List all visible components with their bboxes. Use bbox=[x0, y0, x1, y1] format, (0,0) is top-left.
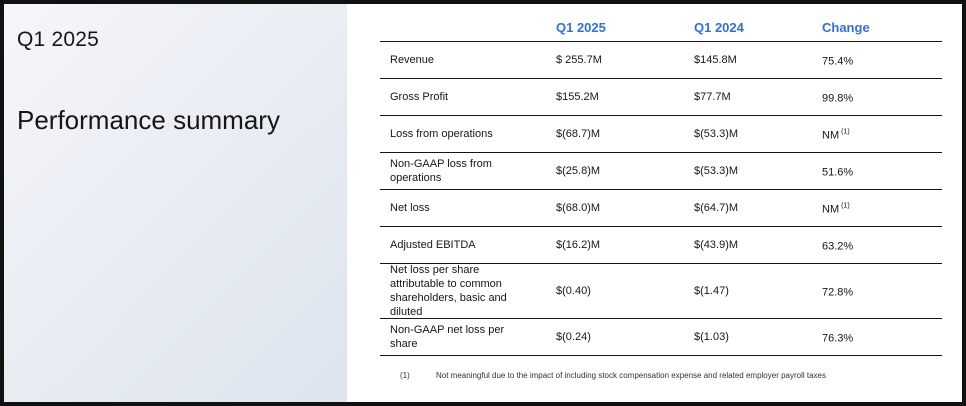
change-text: 75.4% bbox=[822, 55, 854, 68]
value-q1-2024: $(43.9)M bbox=[694, 239, 739, 251]
value-change: 76.3% bbox=[822, 329, 855, 346]
table-row: Non-GAAP net loss per share $(0.24) $(1.… bbox=[380, 319, 942, 356]
quarter-label: Q1 2025 bbox=[17, 28, 99, 51]
value-change: 72.8% bbox=[822, 283, 855, 300]
table-row: Net loss $(68.0)M $(64.7)M NM (1) bbox=[380, 190, 942, 227]
change-text: NM bbox=[822, 203, 840, 216]
value-q1-2024: $(53.3)M bbox=[694, 128, 739, 140]
column-header-change: Change bbox=[822, 20, 870, 35]
value-q1-2024: $(64.7)M bbox=[694, 202, 739, 214]
page-title: Performance summary bbox=[17, 105, 280, 135]
value-change: 51.6% bbox=[822, 163, 855, 180]
value-q1-2024: $77.7M bbox=[694, 91, 731, 103]
value-q1-2025: $(25.8)M bbox=[556, 165, 601, 177]
row-label: Net loss per share attributable to commo… bbox=[390, 264, 507, 318]
value-change: 99.8% bbox=[822, 89, 855, 106]
value-q1-2024: $(1.47) bbox=[694, 285, 729, 297]
value-q1-2025: $(0.24) bbox=[556, 331, 591, 343]
value-q1-2025: $(0.40) bbox=[556, 285, 591, 297]
footnote-marker: (1) bbox=[841, 128, 850, 136]
column-header-q1-2025: Q1 2025 bbox=[556, 20, 606, 35]
table-row: Net loss per share attributable to commo… bbox=[380, 264, 942, 319]
value-q1-2024: $(1.03) bbox=[694, 331, 729, 343]
change-text: 63.2% bbox=[822, 240, 854, 253]
table-row: Revenue $ 255.7M $145.8M 75.4% bbox=[380, 42, 942, 79]
value-change: 75.4% bbox=[822, 52, 855, 69]
value-q1-2025: $(16.2)M bbox=[556, 239, 601, 251]
row-label: Revenue bbox=[390, 54, 435, 66]
performance-table: Q1 2025 Q1 2024 Change Revenue $ 255.7M … bbox=[380, 4, 942, 356]
row-label: Loss from operations bbox=[390, 128, 493, 140]
table-row: Non-GAAP loss from operations $(25.8)M $… bbox=[380, 153, 942, 190]
footnote-text: Not meaningful due to the impact of incl… bbox=[436, 371, 827, 380]
value-q1-2025: $155.2M bbox=[556, 91, 599, 103]
change-text: 72.8% bbox=[822, 286, 854, 299]
row-label: Adjusted EBITDA bbox=[390, 239, 476, 251]
footnote-marker: (1) bbox=[841, 202, 850, 210]
change-text: 76.3% bbox=[822, 332, 854, 345]
change-text: NM bbox=[822, 129, 840, 142]
footnote-number: (1) bbox=[400, 371, 410, 380]
value-q1-2024: $145.8M bbox=[694, 54, 737, 66]
value-q1-2025: $ 255.7M bbox=[556, 54, 602, 66]
column-header-q1-2024: Q1 2024 bbox=[694, 20, 744, 35]
table-row: Adjusted EBITDA $(16.2)M $(43.9)M 63.2% bbox=[380, 227, 942, 264]
left-panel: Q1 2025 Performance summary bbox=[4, 4, 347, 402]
table-row: Gross Profit $155.2M $77.7M 99.8% bbox=[380, 79, 942, 116]
change-text: 99.8% bbox=[822, 92, 854, 105]
slide: Q1 2025 Performance summary Q1 2025 Q1 2… bbox=[4, 4, 962, 402]
value-change: 63.2% bbox=[822, 237, 855, 254]
row-label: Net loss bbox=[390, 202, 430, 214]
table-row: Loss from operations $(68.7)M $(53.3)M N… bbox=[380, 116, 942, 153]
value-change: NM (1) bbox=[822, 126, 850, 143]
value-q1-2025: $(68.0)M bbox=[556, 202, 601, 214]
row-label: Non-GAAP loss from operations bbox=[390, 158, 492, 184]
table-header-row: Q1 2025 Q1 2024 Change bbox=[380, 4, 942, 42]
value-q1-2025: $(68.7)M bbox=[556, 128, 601, 140]
row-label: Non-GAAP net loss per share bbox=[390, 324, 505, 350]
value-q1-2024: $(53.3)M bbox=[694, 165, 739, 177]
value-change: NM (1) bbox=[822, 200, 850, 217]
row-label: Gross Profit bbox=[390, 91, 449, 103]
change-text: 51.6% bbox=[822, 166, 854, 179]
